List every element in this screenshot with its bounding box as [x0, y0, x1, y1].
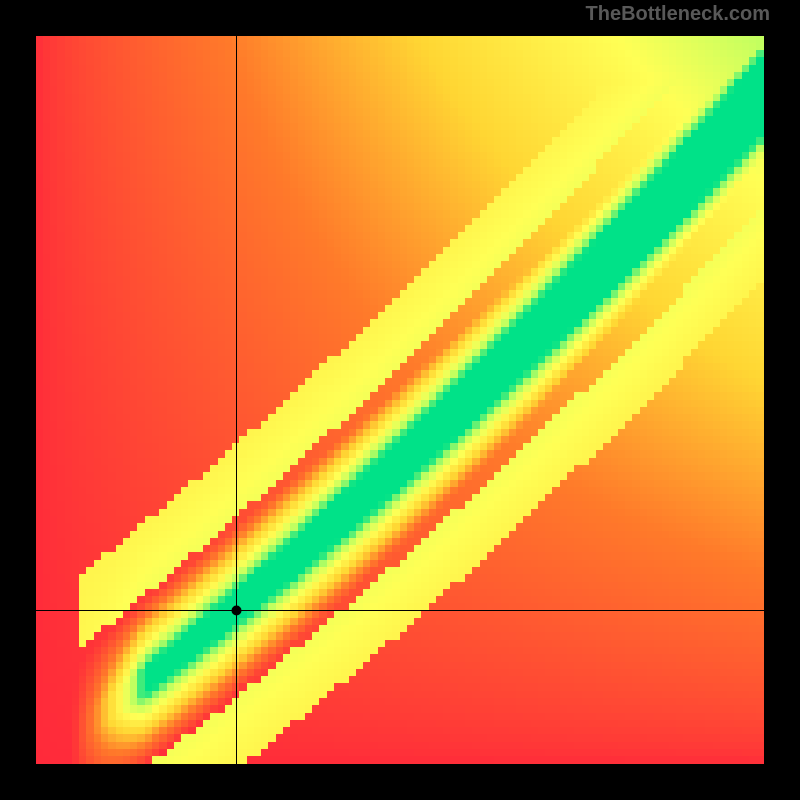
- chart-container: TheBottleneck.com: [0, 0, 800, 800]
- watermark-text: TheBottleneck.com: [586, 3, 770, 26]
- heatmap-canvas: [36, 36, 764, 764]
- plot-area: [36, 36, 764, 764]
